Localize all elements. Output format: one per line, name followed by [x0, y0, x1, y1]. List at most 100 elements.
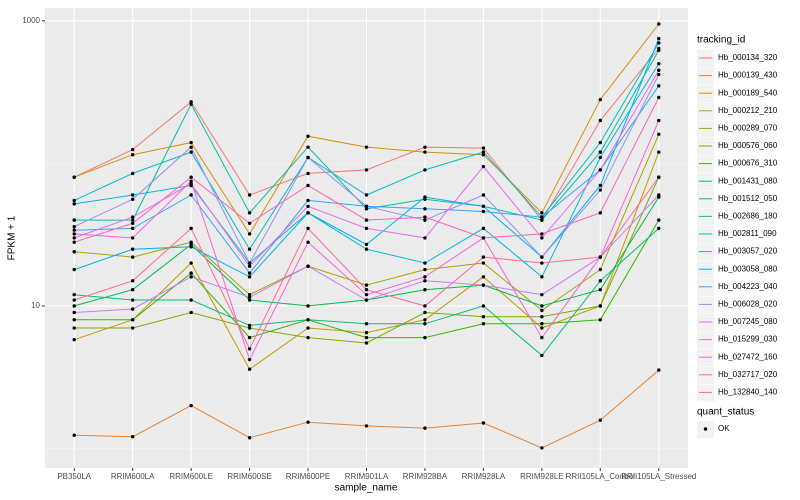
data-point [306, 264, 310, 268]
data-point [657, 36, 661, 41]
data-point [598, 304, 603, 308]
data-point [72, 175, 76, 179]
data-point [423, 310, 427, 315]
data-point [423, 426, 427, 430]
data-point [364, 247, 369, 251]
data-point [72, 236, 76, 240]
data-point [598, 150, 603, 154]
data-point [72, 318, 76, 322]
data-point [423, 288, 427, 292]
legend-label: Hb_007245_080 [718, 317, 778, 326]
data-point [364, 322, 369, 326]
legend-point [703, 427, 708, 431]
data-point [189, 261, 193, 265]
data-point [657, 218, 661, 222]
data-point [657, 68, 661, 72]
data-point [189, 193, 193, 197]
data-point [247, 367, 252, 371]
data-point [540, 261, 544, 265]
data-point [72, 267, 76, 272]
data-point [189, 179, 193, 183]
data-point [306, 420, 310, 424]
data-point [130, 298, 135, 302]
data-point [72, 310, 76, 315]
data-point [598, 188, 603, 192]
data-point [423, 322, 427, 326]
data-point [540, 211, 544, 215]
data-point [540, 215, 544, 219]
data-point [306, 145, 310, 149]
data-point [247, 247, 252, 251]
legend-label: Hb_006028_020 [718, 300, 778, 309]
data-point [306, 318, 310, 322]
data-point [247, 326, 252, 330]
data-point [189, 271, 193, 275]
y-tick-label: 1000 [22, 16, 40, 25]
data-point [130, 221, 135, 225]
data-point [657, 226, 661, 231]
data-point [247, 357, 252, 362]
data-point [540, 218, 544, 222]
data-point [130, 218, 135, 222]
data-point [423, 145, 427, 149]
y-axis-label: FPKM + 1 [7, 215, 18, 260]
data-point [657, 368, 661, 372]
data-point [189, 145, 193, 149]
data-point [189, 275, 193, 279]
legend-label: Hb_003058_080 [718, 264, 778, 273]
data-point [306, 155, 310, 160]
data-point [657, 132, 661, 136]
data-point [423, 275, 427, 279]
data-point [364, 298, 369, 302]
data-point [364, 288, 369, 292]
legend-label: Hb_000189_540 [718, 88, 778, 97]
data-point [72, 198, 76, 203]
data-point [540, 232, 544, 236]
data-point [130, 226, 135, 231]
data-point [540, 335, 544, 340]
data-point [247, 211, 252, 215]
data-point [189, 140, 193, 145]
data-point [72, 218, 76, 222]
data-point [540, 255, 544, 259]
data-point [364, 292, 369, 297]
data-point [189, 182, 193, 186]
data-point [130, 193, 135, 197]
data-point [481, 226, 486, 231]
data-point [598, 168, 603, 172]
data-point [306, 335, 310, 340]
data-point [72, 326, 76, 330]
data-point [306, 134, 310, 138]
point-legend-title: quant_status [697, 407, 754, 418]
data-point [364, 335, 369, 340]
data-point [189, 298, 193, 302]
data-point [306, 211, 310, 215]
legend-title: tracking_id [697, 35, 745, 46]
data-point [189, 226, 193, 231]
data-point [306, 198, 310, 203]
data-point [364, 207, 369, 211]
legend-label: Hb_002811_090 [718, 229, 777, 238]
data-point [130, 326, 135, 330]
data-point [364, 145, 369, 149]
data-point [598, 255, 603, 259]
data-point [423, 195, 427, 199]
data-point [247, 193, 252, 197]
data-point [657, 150, 661, 154]
data-point [130, 247, 135, 251]
data-point [130, 318, 135, 322]
y-tick-label: 10 [31, 301, 40, 310]
legend-label: Hb_027472_160 [718, 352, 778, 361]
x-tick-label: RRIM928LE [520, 472, 564, 481]
data-point [247, 347, 252, 351]
data-point [540, 322, 544, 326]
data-point [130, 171, 135, 176]
data-point [481, 304, 486, 308]
data-point [657, 72, 661, 77]
data-point [423, 168, 427, 172]
data-point [481, 275, 486, 279]
data-point [189, 150, 193, 154]
data-point [423, 218, 427, 222]
data-point [247, 261, 252, 265]
